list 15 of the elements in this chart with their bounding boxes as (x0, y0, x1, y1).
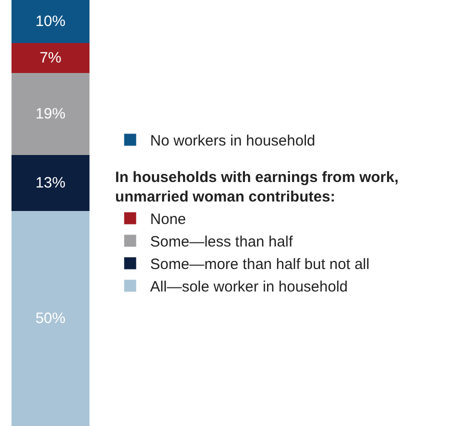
bar (11, 0, 90, 43)
data-label: 50% (35, 310, 66, 327)
legend-label: None (150, 211, 186, 228)
data-label: 7% (40, 50, 62, 66)
data-label: 10% (35, 13, 66, 30)
data-label: 13% (35, 174, 66, 192)
legend-label: Some—less than half (150, 234, 294, 251)
legend-label: Some—more than half but not all (150, 256, 370, 274)
bar (11, 155, 90, 211)
text: In households with earnings from work, unmarried woman contributes: (115, 169, 399, 206)
bar (11, 73, 90, 155)
legend-label: All—sole worker in household (150, 278, 348, 296)
data-label: 19% (35, 106, 66, 122)
legend-label: No workers in household (150, 132, 316, 150)
bar (11, 43, 90, 73)
